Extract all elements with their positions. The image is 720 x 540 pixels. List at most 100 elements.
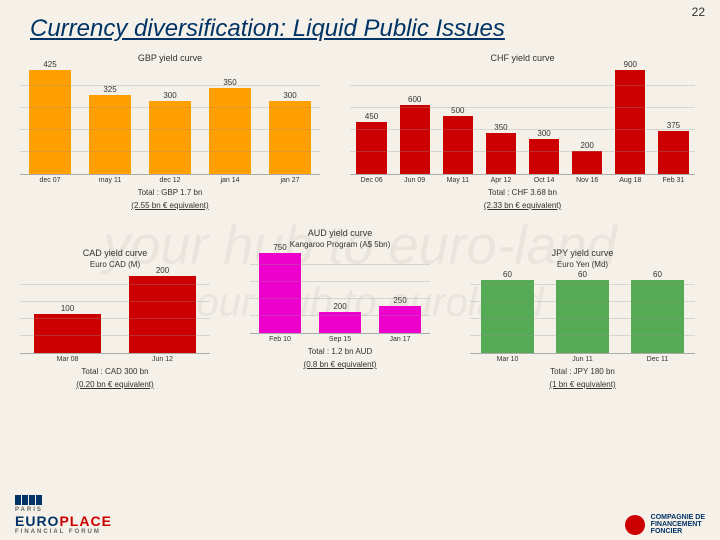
bar-value: 750: [273, 243, 286, 252]
bar-label: Dec 11: [620, 356, 695, 363]
bar-rect: [529, 139, 559, 174]
bar-value: 900: [624, 60, 637, 69]
bar-value: 300: [283, 91, 296, 100]
bar: 425: [20, 60, 80, 174]
chart-total: Total : GBP 1.7 bn: [20, 188, 320, 197]
chart-equiv: (0.20 bn € equivalent): [20, 380, 210, 389]
bar-value: 60: [653, 270, 662, 279]
bar-label: Mar 08: [20, 356, 115, 363]
bar-label: Aug 18: [609, 177, 652, 184]
bars: 100 200: [20, 269, 210, 354]
jpy-chart: JPY yield curve Euro Yen (Md) 60 60 60 Ma…: [470, 248, 695, 389]
bar-rect: [481, 280, 534, 353]
charts-area: GBP yield curve 425 325 300 350 300 dec …: [0, 53, 720, 493]
bar: 900: [609, 60, 652, 174]
bar-value: 350: [223, 78, 236, 87]
bar-label: jan 27: [260, 177, 320, 184]
page-title: Currency diversification: Liquid Public …: [0, 0, 720, 53]
bars: 425 325 300 350 300: [20, 65, 320, 175]
chart-equiv: (0.8 bn € equivalent): [250, 360, 430, 369]
bars: 750 200 250: [250, 249, 430, 334]
chart-subtitle: Euro Yen (Md): [470, 260, 695, 269]
bar-label: Oct 14: [523, 177, 566, 184]
cff-logo: COMPAGNIE DE FINANCEMENT FONCIER: [625, 514, 705, 535]
bar-rect: [149, 101, 191, 174]
cad-chart: CAD yield curveEuro CAD (M) 100 200 Mar …: [20, 248, 210, 389]
bar: 350: [200, 78, 260, 174]
bar-label: Sep 15: [310, 336, 370, 343]
chf-chart: CHF yield curve 450 600 500 350 300 200 …: [350, 53, 695, 210]
bar: 200: [115, 266, 210, 353]
bar-rect: [658, 131, 688, 174]
bar-value: 60: [578, 270, 587, 279]
bar-label: Jun 09: [393, 177, 436, 184]
bar-value: 60: [503, 270, 512, 279]
bar-label: Jan 17: [370, 336, 430, 343]
bar-value: 600: [408, 95, 421, 104]
bar-rect: [129, 276, 196, 353]
bar: 200: [566, 141, 609, 174]
chart-total: Total : 1.2 bn AUD: [250, 347, 430, 356]
bar-label: Mar 10: [470, 356, 545, 363]
bar-label: Feb 10: [250, 336, 310, 343]
bar-label: dec 12: [140, 177, 200, 184]
chart-total: Total : JPY 180 bn: [470, 367, 695, 376]
chart-equiv: (2.33 bn € equivalent): [350, 201, 695, 210]
chart-total: Total : CHF 3.68 bn: [350, 188, 695, 197]
chart-equiv: (2.55 bn € equivalent): [20, 201, 320, 210]
bar-value: 425: [43, 60, 56, 69]
aud-chart: AUD yield curveKangaroo Program (A$ 5bn)…: [250, 228, 430, 369]
bar: 350: [479, 123, 522, 174]
bar: 60: [620, 270, 695, 353]
bar-rect: [486, 133, 516, 174]
bar-value: 100: [61, 304, 74, 313]
bar-rect: [209, 88, 251, 174]
bar: 450: [350, 112, 393, 174]
bar: 300: [260, 91, 320, 174]
bar-label: may 11: [80, 177, 140, 184]
bar-rect: [34, 314, 101, 353]
bar-label: dec 07: [20, 177, 80, 184]
bar-value: 200: [156, 266, 169, 275]
bar-value: 300: [537, 129, 550, 138]
bar-value: 450: [365, 112, 378, 121]
bar-label: Nov 16: [566, 177, 609, 184]
bar-rect: [443, 116, 473, 174]
bar: 200: [310, 302, 370, 333]
gbp-chart: GBP yield curve 425 325 300 350 300 dec …: [20, 53, 320, 210]
bar-label: Feb 31: [652, 177, 695, 184]
chart-title: AUD yield curve: [250, 228, 430, 238]
bar: 60: [545, 270, 620, 353]
bar-label: jan 14: [200, 177, 260, 184]
europlace-logo: PARIS EUROPLACE FINANCIAL FORUM: [15, 495, 112, 535]
bar-label: Apr 12: [479, 177, 522, 184]
bar-rect: [379, 306, 421, 333]
bar-value: 200: [581, 141, 594, 150]
bar-rect: [400, 105, 430, 174]
bar: 100: [20, 304, 115, 353]
bar-label: Jun 11: [545, 356, 620, 363]
bar: 500: [436, 106, 479, 174]
chart-title: CAD yield curve: [20, 248, 210, 258]
bar-label: May 11: [436, 177, 479, 184]
bar-rect: [269, 101, 311, 174]
footer: PARIS EUROPLACE FINANCIAL FORUM COMPAGNI…: [0, 495, 720, 535]
bar-rect: [631, 280, 684, 353]
bar: 60: [470, 270, 545, 353]
bar-rect: [259, 253, 301, 333]
bar-value: 200: [333, 302, 346, 311]
chart-equiv: (1 bn € equivalent): [470, 380, 695, 389]
bar-rect: [572, 151, 602, 174]
bars: 450 600 500 350 300 200 900 375: [350, 65, 695, 175]
bar-value: 300: [163, 91, 176, 100]
page-number: 22: [692, 5, 705, 19]
bars: 60 60 60: [470, 269, 695, 354]
bar-label: Jun 12: [115, 356, 210, 363]
chart-title: JPY yield curve: [470, 248, 695, 258]
bar-rect: [556, 280, 609, 353]
bar-label: Dec 06: [350, 177, 393, 184]
chart-total: Total : CAD 300 bn: [20, 367, 210, 376]
bar: 300: [140, 91, 200, 174]
bar-value: 350: [494, 123, 507, 132]
bar: 750: [250, 243, 310, 333]
